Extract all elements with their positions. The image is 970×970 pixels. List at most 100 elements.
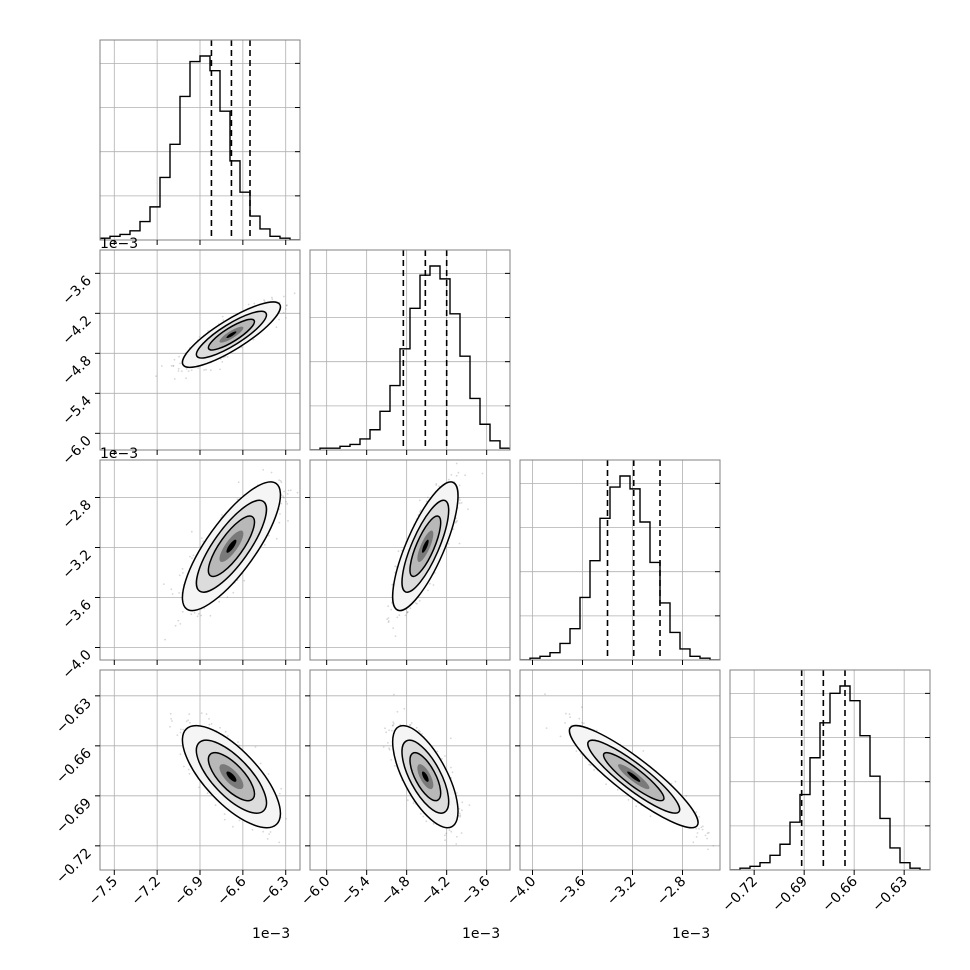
scatter-point bbox=[238, 819, 241, 822]
scatter-point bbox=[268, 534, 270, 537]
scatter-panel-2-0: −4.0−3.6−3.2−2.81e−3 bbox=[59, 446, 301, 682]
scatter-point bbox=[454, 521, 457, 524]
scatter-point bbox=[155, 375, 158, 378]
scatter-point bbox=[226, 596, 229, 599]
scatter-point bbox=[409, 607, 412, 610]
scatter-point bbox=[293, 292, 296, 295]
scatter-point bbox=[464, 474, 466, 477]
scatter-point bbox=[458, 502, 461, 505]
histogram-panel-2 bbox=[519, 459, 721, 665]
scatter-point bbox=[278, 318, 280, 321]
y-offset-text-2: 1e−3 bbox=[100, 446, 138, 462]
scatter-point bbox=[219, 368, 221, 371]
scatter-point bbox=[189, 555, 191, 558]
scatter-point bbox=[416, 602, 418, 605]
scatter-point bbox=[418, 599, 421, 602]
scatter-point bbox=[170, 717, 173, 720]
scatter-point bbox=[282, 311, 285, 314]
scatter-point bbox=[182, 728, 185, 731]
scatter-point bbox=[425, 500, 428, 503]
scatter-point bbox=[171, 593, 174, 595]
scatter-point bbox=[458, 542, 461, 545]
scatter-point bbox=[191, 557, 193, 559]
scatter-point bbox=[190, 369, 193, 372]
scatter-point bbox=[406, 611, 409, 613]
scatter-point bbox=[208, 718, 210, 720]
scatter-point bbox=[182, 572, 184, 574]
scatter-point bbox=[189, 721, 191, 724]
scatter-point bbox=[279, 513, 281, 515]
scatter-point bbox=[187, 370, 190, 372]
y-tick-label-2-3: −2.8 bbox=[59, 497, 94, 532]
scatter-point bbox=[178, 355, 180, 358]
scatter-point bbox=[232, 591, 235, 594]
scatter-point bbox=[447, 543, 450, 545]
scatter-point bbox=[185, 377, 187, 380]
scatter-point bbox=[262, 830, 264, 833]
scatter-point bbox=[214, 804, 217, 807]
scatter-point bbox=[283, 295, 285, 298]
scatter-point bbox=[172, 364, 175, 367]
scatter-point bbox=[181, 610, 184, 613]
scatter-point bbox=[285, 304, 288, 307]
scatter-point bbox=[226, 356, 229, 358]
panel-frame bbox=[309, 249, 511, 451]
scatter-point bbox=[188, 713, 191, 715]
scatter-point bbox=[268, 833, 270, 835]
scatter-point bbox=[438, 485, 440, 488]
scatter-point bbox=[209, 369, 212, 372]
scatter-point bbox=[460, 502, 463, 504]
scatter-point bbox=[280, 502, 283, 505]
scatter-point bbox=[394, 635, 397, 637]
scatter-point bbox=[432, 584, 435, 586]
scatter-point bbox=[221, 361, 224, 363]
scatter-point bbox=[185, 368, 188, 370]
panel-body bbox=[162, 469, 299, 641]
scatter-point bbox=[287, 489, 290, 492]
scatter-point bbox=[459, 499, 461, 501]
histogram-panel-1 bbox=[309, 249, 511, 455]
scatter-point bbox=[263, 299, 265, 301]
scatter-point bbox=[418, 499, 421, 502]
scatter-point bbox=[390, 608, 393, 611]
scatter-point bbox=[178, 592, 180, 594]
scatter-point bbox=[283, 496, 285, 499]
scatter-point bbox=[179, 753, 182, 756]
scatter-point bbox=[173, 378, 176, 380]
scatter-point bbox=[251, 828, 254, 831]
scatter-point bbox=[200, 537, 203, 539]
scatter-point bbox=[180, 728, 182, 731]
panel-body bbox=[520, 460, 720, 660]
panel-frame bbox=[519, 459, 721, 661]
scatter-point bbox=[271, 298, 274, 301]
scatter-point bbox=[394, 565, 397, 568]
scatter-point bbox=[222, 319, 225, 322]
scatter-point bbox=[223, 818, 226, 821]
scatter-point bbox=[170, 365, 173, 367]
density-peak bbox=[226, 539, 237, 553]
histogram-panel-0 bbox=[99, 39, 301, 245]
scatter-point bbox=[282, 495, 284, 498]
scatter-point bbox=[267, 773, 270, 775]
scatter-point bbox=[221, 514, 223, 516]
scatter-point bbox=[205, 368, 207, 371]
scatter-point bbox=[280, 481, 283, 484]
scatter-point bbox=[177, 367, 180, 370]
scatter-point bbox=[275, 537, 278, 540]
scatter-point bbox=[263, 300, 266, 303]
scatter-point bbox=[180, 370, 183, 372]
histogram-step-1 bbox=[310, 265, 510, 450]
scatter-point bbox=[254, 746, 257, 748]
scatter-point bbox=[196, 615, 199, 618]
scatter-point bbox=[387, 605, 389, 608]
density-peak bbox=[226, 331, 237, 339]
scatter-point bbox=[160, 365, 163, 367]
scatter-panel-2-1 bbox=[305, 459, 511, 665]
scatter-point bbox=[174, 624, 177, 627]
scatter-point bbox=[450, 474, 453, 476]
scatter-point bbox=[458, 484, 461, 487]
scatter-point bbox=[171, 720, 173, 722]
y-tick-label-1-4: −3.6 bbox=[59, 273, 94, 308]
scatter-point bbox=[237, 741, 239, 743]
